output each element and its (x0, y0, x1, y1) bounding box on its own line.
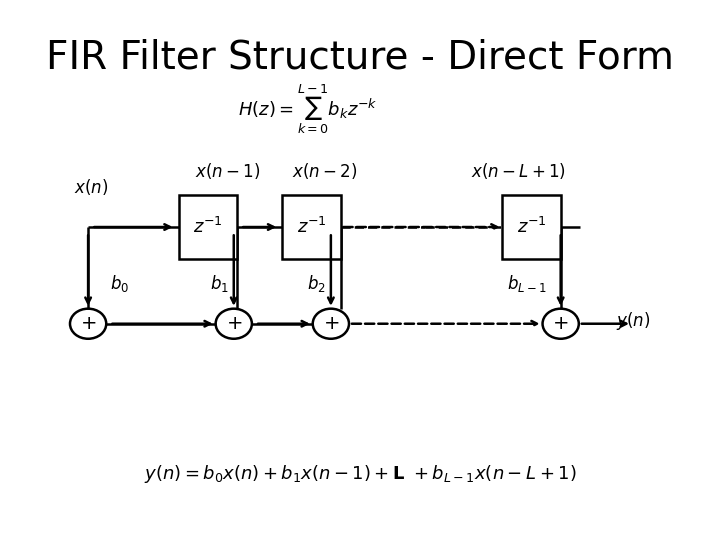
Text: $b_{L-1}$: $b_{L-1}$ (507, 273, 547, 294)
Text: $+$: $+$ (323, 314, 339, 333)
Text: $b_2$: $b_2$ (307, 273, 326, 294)
Bar (179, 195, 237, 259)
Text: $x(n)$: $x(n)$ (74, 178, 109, 198)
Text: $H(z) = \sum_{k=0}^{L-1} b_k z^{-k}$: $H(z) = \sum_{k=0}^{L-1} b_k z^{-k}$ (238, 82, 378, 136)
Text: $x(n-L+1)$: $x(n-L+1)$ (471, 161, 566, 181)
Text: $x(n-1)$: $x(n-1)$ (194, 161, 260, 181)
Text: $y(n) = b_0 x(n) + b_1 x(n-1) + \mathbf{L} \ + b_{L-1} x(n-L+1)$: $y(n) = b_0 x(n) + b_1 x(n-1) + \mathbf{… (144, 463, 576, 485)
Text: $+$: $+$ (552, 314, 569, 333)
Text: $y(n)$: $y(n)$ (616, 310, 650, 332)
Text: $z^{-1}$: $z^{-1}$ (193, 217, 222, 237)
Text: $x(n-2)$: $x(n-2)$ (292, 161, 357, 181)
Bar (503, 195, 561, 259)
Text: FIR Filter Structure - Direct Form: FIR Filter Structure - Direct Form (46, 39, 674, 77)
Text: $b_0$: $b_0$ (109, 273, 129, 294)
Bar (282, 195, 341, 259)
Text: $+$: $+$ (80, 314, 96, 333)
Text: $z^{-1}$: $z^{-1}$ (517, 217, 546, 237)
Text: $z^{-1}$: $z^{-1}$ (297, 217, 326, 237)
Text: $+$: $+$ (225, 314, 242, 333)
Text: $b_1$: $b_1$ (210, 273, 229, 294)
